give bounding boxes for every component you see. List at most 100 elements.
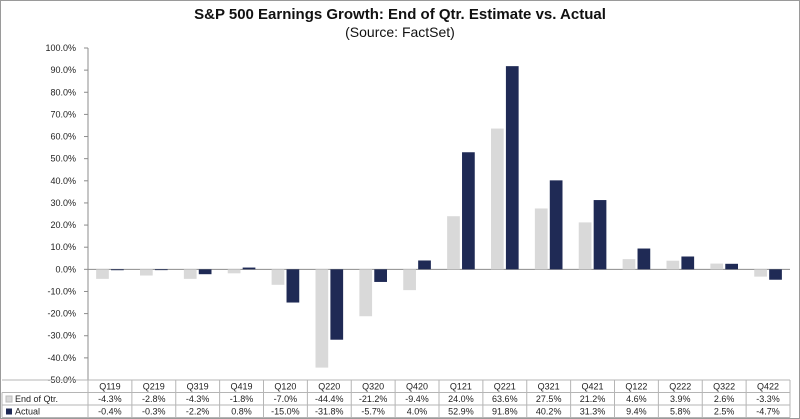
data-label: 21.2% [580, 394, 606, 404]
chart-title: S&P 500 Earnings Growth: End of Qtr. Est… [194, 6, 606, 23]
x-tick-label: Q121 [450, 382, 472, 392]
y-tick-label: 60.0% [50, 132, 76, 142]
actual-bar-q419 [242, 267, 256, 270]
data-label: 40.2% [536, 407, 562, 417]
data-label: 5.8% [670, 407, 691, 417]
y-tick-label: 20.0% [50, 220, 76, 230]
y-tick-label: -40.0% [47, 353, 76, 363]
actual-bar-q321 [549, 180, 563, 270]
estimate-bar-q319 [183, 269, 197, 279]
legend-label-estimate: End of Qtr. [15, 394, 58, 404]
data-label: 9.4% [626, 407, 647, 417]
data-label: 91.8% [492, 407, 518, 417]
y-tick-label: 40.0% [50, 176, 76, 186]
x-tick-label: Q420 [406, 382, 428, 392]
actual-bar-q320 [374, 269, 387, 282]
data-label: 2.6% [714, 394, 735, 404]
y-axis-ticks: 100.0% 90.0% 80.0% 70.0% 60.0% 50.0% 40.0% 30.0… [45, 43, 88, 385]
legend-label-actual: Actual [15, 407, 40, 417]
estimate-bar-q422 [754, 269, 767, 277]
x-tick-label: Q422 [757, 382, 779, 392]
actual-bar-q122 [637, 248, 651, 270]
data-label: 63.6% [492, 394, 518, 404]
estimate-bar-q321 [534, 208, 548, 270]
chart-subtitle: (Source: FactSet) [345, 24, 455, 40]
y-tick-label: -10.0% [47, 286, 76, 296]
x-tick-label: Q219 [143, 382, 165, 392]
x-tick-label: Q419 [231, 382, 253, 392]
y-tick-label: 80.0% [50, 87, 76, 97]
x-tick-label: Q120 [274, 382, 296, 392]
data-label: 52.9% [448, 407, 474, 417]
data-label: 2.5% [714, 407, 735, 417]
actual-bar-q222 [681, 256, 695, 270]
x-tick-label: Q319 [187, 382, 209, 392]
data-label: -9.4% [405, 394, 429, 404]
data-label: 31.3% [580, 407, 606, 417]
data-label: -44.4% [315, 394, 344, 404]
y-tick-label: 100.0% [45, 43, 76, 53]
legend-swatch-estimate [5, 395, 13, 403]
data-label: -4.7% [756, 407, 780, 417]
actual-bar-q120 [286, 269, 300, 303]
estimate-bar-q322 [710, 263, 724, 270]
estimate-bar-q122 [622, 259, 636, 270]
data-label: -3.3% [756, 394, 780, 404]
data-label: -2.8% [142, 394, 166, 404]
x-tick-label: Q222 [669, 382, 691, 392]
actual-bar-q422 [769, 269, 782, 280]
estimate-bar-q320 [359, 269, 373, 317]
data-label: -0.3% [142, 407, 166, 417]
x-tick-label: Q221 [494, 382, 516, 392]
estimate-bar-q119 [96, 269, 109, 279]
actual-bar-q421 [593, 200, 607, 270]
x-tick-label: Q321 [538, 382, 560, 392]
data-label: -1.8% [230, 394, 254, 404]
y-tick-label: 0.0% [55, 264, 76, 274]
data-label: -15.0% [271, 407, 300, 417]
data-label: -7.0% [274, 394, 298, 404]
data-label: -21.2% [359, 394, 388, 404]
estimate-bar-q121 [447, 216, 460, 270]
data-label: -31.8% [315, 407, 344, 417]
data-label: 4.6% [626, 394, 647, 404]
data-label: 27.5% [536, 394, 562, 404]
y-tick-label: 30.0% [50, 198, 76, 208]
data-table: Q119 Q219 Q319 Q419 Q120 Q220 Q320 Q420 Q121 Q221… [1, 379, 791, 418]
estimate-bar-q421 [578, 222, 592, 270]
actual-bar-q121 [462, 152, 475, 270]
actual-bar-q322 [725, 263, 738, 270]
data-label: 3.9% [670, 394, 691, 404]
y-tick-label: 10.0% [50, 242, 76, 252]
data-label: 4.0% [407, 407, 428, 417]
x-tick-label: Q122 [625, 382, 647, 392]
x-tick-label: Q421 [582, 382, 604, 392]
data-label: -4.3% [98, 394, 122, 404]
y-tick-label: -30.0% [47, 331, 76, 341]
estimate-bar-q220 [315, 269, 329, 368]
data-label: -2.2% [186, 407, 210, 417]
data-label: 24.0% [448, 394, 474, 404]
x-tick-label: Q320 [362, 382, 384, 392]
data-label: -5.7% [361, 407, 385, 417]
estimate-bar-q219 [139, 269, 153, 276]
estimate-bar-q120 [271, 269, 285, 285]
estimate-bar-q420 [403, 269, 416, 291]
y-tick-label: 70.0% [50, 109, 76, 119]
actual-bar-q119 [111, 269, 124, 271]
actual-bar-q319 [198, 269, 212, 275]
estimate-bar-q222 [666, 260, 680, 270]
y-tick-label: -20.0% [47, 309, 76, 319]
x-tick-label: Q119 [99, 382, 120, 392]
x-tick-label: Q322 [713, 382, 735, 392]
x-tick-label: Q220 [318, 382, 340, 392]
bar-series [96, 66, 782, 368]
legend-swatch-actual [6, 408, 12, 415]
y-tick-label: 90.0% [50, 65, 76, 75]
actual-bar-q219 [154, 269, 168, 271]
estimate-bar-q419 [227, 269, 241, 274]
actual-bar-q220 [330, 269, 344, 340]
data-label: -4.3% [186, 394, 210, 404]
